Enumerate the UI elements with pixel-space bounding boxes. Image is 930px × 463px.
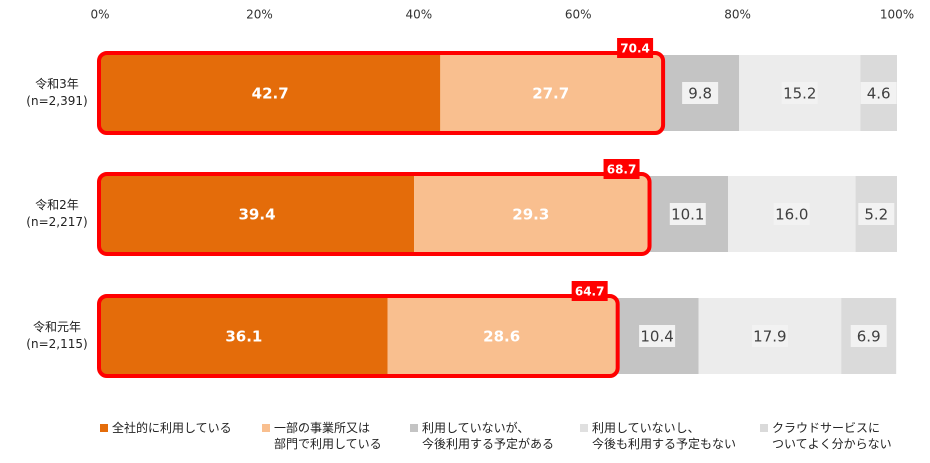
label-bg bbox=[850, 325, 887, 347]
x-tick-label: 0% bbox=[90, 8, 109, 22]
value-label: 39.4 bbox=[239, 206, 276, 224]
legend-swatch bbox=[100, 424, 108, 432]
value-label: 10.4 bbox=[640, 328, 673, 346]
bar-segment bbox=[387, 298, 616, 374]
category-label: 令和2年 (n=2,217) bbox=[26, 198, 88, 229]
total-label: 70.4 bbox=[620, 42, 650, 56]
value-label: 29.3 bbox=[512, 206, 549, 224]
label-bg bbox=[669, 203, 706, 225]
value-label: 28.6 bbox=[483, 328, 520, 346]
label-bg bbox=[682, 82, 719, 104]
x-tick-label: 60% bbox=[565, 8, 592, 22]
value-label: 16.0 bbox=[775, 206, 808, 224]
bar-segment bbox=[100, 55, 441, 131]
value-label: 42.7 bbox=[252, 85, 289, 103]
legend-swatch bbox=[410, 424, 418, 432]
total-label: 64.7 bbox=[575, 285, 605, 299]
x-tick-label: 80% bbox=[724, 8, 751, 22]
legend-swatch bbox=[760, 424, 768, 432]
legend-label: 利用していないし、 今後も利用する予定もない bbox=[592, 421, 737, 451]
label-bg bbox=[858, 203, 895, 225]
x-tick-label: 100% bbox=[880, 8, 914, 22]
legend-label: 一部の事業所又は 部門で利用している bbox=[274, 421, 382, 451]
value-label: 10.1 bbox=[671, 206, 704, 224]
highlight-outline bbox=[97, 172, 652, 256]
x-tick-label: 40% bbox=[405, 8, 432, 22]
legend-swatch bbox=[580, 424, 588, 432]
bar-segment bbox=[440, 55, 662, 131]
value-label: 4.6 bbox=[867, 85, 891, 103]
label-bg bbox=[781, 82, 818, 104]
value-label: 9.8 bbox=[688, 85, 712, 103]
value-label: 17.9 bbox=[753, 328, 786, 346]
value-label: 5.2 bbox=[864, 206, 888, 224]
label-bg bbox=[773, 203, 810, 225]
label-bg bbox=[751, 325, 788, 347]
highlight-outline bbox=[97, 294, 620, 378]
bar-segment bbox=[100, 176, 415, 252]
legend-label: クラウドサービスに ついてよく分からない bbox=[772, 421, 892, 451]
total-box bbox=[571, 281, 608, 301]
legend-label: 全社的に利用している bbox=[112, 421, 232, 435]
value-label: 15.2 bbox=[783, 85, 816, 103]
total-box bbox=[617, 38, 654, 58]
bar-segment bbox=[100, 298, 388, 374]
category-label: 令和3年 (n=2,391) bbox=[26, 77, 88, 108]
category-label: 令和元年 (n=2,115) bbox=[26, 320, 88, 351]
x-tick-label: 20% bbox=[246, 8, 273, 22]
total-label: 68.7 bbox=[607, 163, 637, 177]
highlight-outline bbox=[97, 51, 666, 135]
label-bg bbox=[639, 325, 676, 347]
label-bg bbox=[860, 82, 897, 104]
value-label: 27.7 bbox=[532, 85, 569, 103]
value-label: 6.9 bbox=[857, 328, 881, 346]
total-box bbox=[603, 159, 640, 179]
value-label: 36.1 bbox=[225, 328, 262, 346]
legend-label: 利用していないが、 今後利用する予定がある bbox=[422, 421, 555, 451]
legend-swatch bbox=[262, 424, 270, 432]
bar-segment bbox=[414, 176, 648, 252]
